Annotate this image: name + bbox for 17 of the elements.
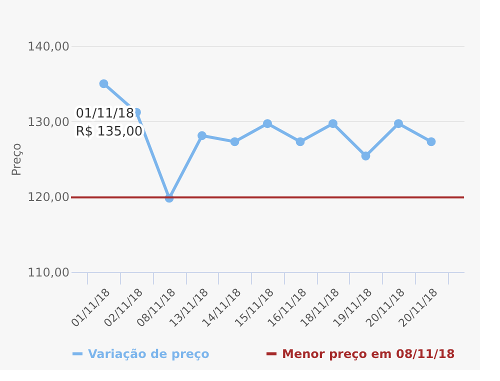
point xyxy=(263,119,272,128)
point xyxy=(328,119,338,128)
y-tick-label: 110,00 xyxy=(28,266,70,280)
point xyxy=(198,131,206,140)
y-tick-label: 140,00 xyxy=(28,40,70,54)
legend-label: Menor preço em 08/11/18 xyxy=(282,346,455,361)
point xyxy=(296,137,305,146)
point xyxy=(394,119,403,128)
annotation: 01/11/18 R$ 135,00 xyxy=(76,106,143,140)
legend-label: Variação de preço xyxy=(88,346,210,361)
y-tick-label: 120,00 xyxy=(28,190,70,204)
y-axis-title: Preço xyxy=(10,142,24,176)
point xyxy=(99,79,108,88)
point xyxy=(426,137,436,146)
point xyxy=(361,152,370,160)
point xyxy=(230,137,240,146)
y-tick-label: 130,00 xyxy=(28,114,70,129)
